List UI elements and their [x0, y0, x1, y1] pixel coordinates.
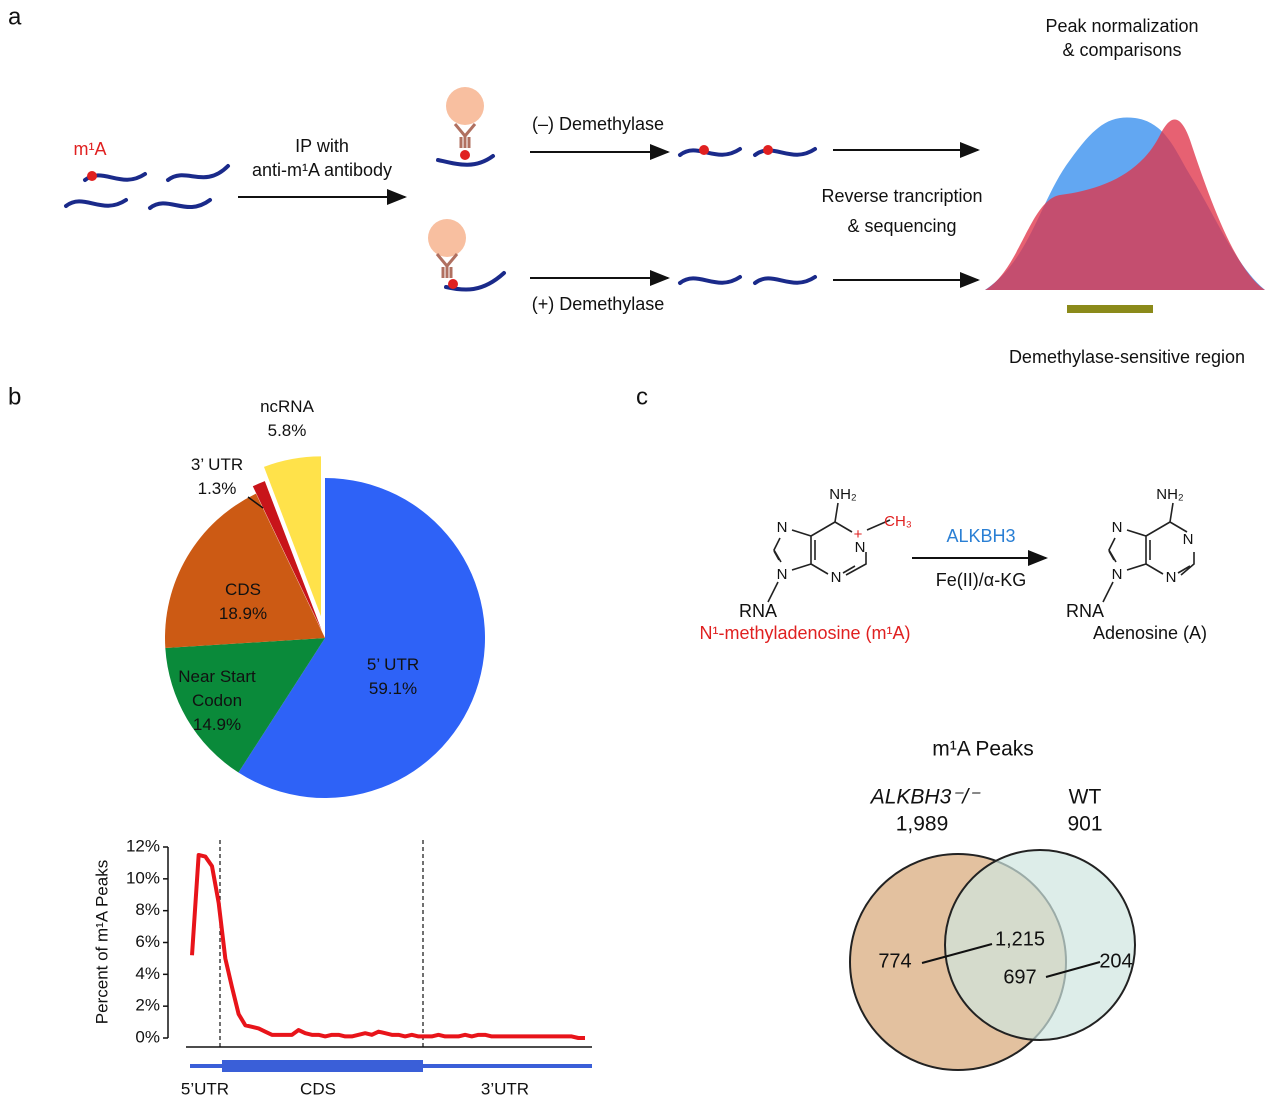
atom: NH₂	[829, 486, 857, 503]
pie-slice	[263, 456, 322, 617]
region-label: 3’UTR	[481, 1079, 529, 1098]
slice-name: 3’ UTR	[190, 455, 244, 474]
region-label: 5’UTR	[181, 1079, 229, 1098]
label: (–) Demethylase	[532, 114, 664, 134]
arrows	[238, 142, 980, 288]
y-tick-label: 0%	[135, 1027, 160, 1046]
atom: N	[1183, 531, 1194, 548]
atom: N	[855, 539, 866, 556]
venn-set	[944, 849, 1136, 1041]
pie-slice	[238, 478, 485, 798]
label: & sequencing	[847, 216, 956, 236]
label: IP with	[295, 136, 349, 156]
slice-value: 14.9%	[192, 715, 242, 734]
region-value: 774	[878, 950, 911, 972]
region-bar	[1067, 305, 1153, 313]
region-value: 697	[1003, 966, 1036, 988]
antibodies	[428, 87, 484, 278]
pie-slice	[164, 493, 325, 649]
y-tick-label: 10%	[126, 868, 160, 887]
atom: RNA	[1066, 601, 1104, 621]
y-tick-label: 12%	[126, 836, 160, 855]
slice-value: 18.9%	[218, 604, 268, 623]
leader-line	[1045, 961, 1101, 978]
cds-box	[222, 1060, 423, 1072]
y-tick-label: 8%	[135, 900, 160, 919]
slice-name: CDS	[225, 580, 261, 599]
atom: NH₂	[1156, 486, 1184, 503]
slice-label: ncRNA 5.8%	[232, 395, 342, 443]
region-value: 1,215	[995, 928, 1045, 950]
slice-value: 59.1%	[368, 679, 418, 698]
cofactor: Fe(II)/α-KG	[936, 570, 1026, 590]
y-axis-label: Percent of m¹A Peaks	[92, 860, 111, 1024]
leader-line	[921, 943, 993, 964]
set-total: 1,989	[896, 813, 949, 836]
label: Reverse trancription	[821, 186, 982, 206]
slice-name: Near Start Codon	[178, 667, 256, 710]
label: Peak normalization	[1045, 16, 1198, 36]
y-tick-label: 2%	[135, 996, 160, 1015]
slice-value: 1.3%	[197, 479, 237, 498]
atom: RNA	[739, 601, 777, 621]
atom: CH₃	[884, 513, 912, 530]
region-label: CDS	[300, 1079, 336, 1098]
slice-label: CDS 18.9%	[188, 578, 298, 626]
set-total: 901	[1067, 813, 1102, 836]
slice-label: 5’ UTR 59.1%	[338, 653, 448, 701]
leader-line	[247, 496, 264, 509]
panel-label: a	[8, 3, 22, 30]
label: m¹A	[74, 139, 107, 159]
pie-slice	[252, 481, 322, 631]
atom: N	[1112, 519, 1123, 536]
m1a-dots	[87, 145, 773, 289]
slice-label: Near Start Codon 14.9%	[162, 665, 272, 737]
pie-slice	[165, 638, 325, 773]
label: Demethylase-sensitive region	[1009, 347, 1245, 367]
venn-title: m¹A Peaks	[932, 738, 1034, 761]
y-tick-label: 6%	[135, 932, 160, 951]
label: (+) Demethylase	[532, 294, 665, 314]
label: anti-m¹A antibody	[252, 160, 392, 180]
atom: N	[777, 519, 788, 536]
atom: N	[1112, 566, 1123, 583]
line-series	[190, 852, 585, 1040]
substrate: N¹-methyladenosine (m¹A)	[699, 623, 910, 643]
enzyme: ALKBH3	[946, 526, 1015, 546]
slice-name: ncRNA	[260, 397, 314, 416]
peak-plus	[985, 119, 1265, 290]
label: & comparisons	[1062, 40, 1181, 60]
set-name: WT	[1069, 786, 1102, 809]
slice-name: 5’ UTR	[366, 655, 420, 674]
set-name: ALKBH3⁻/⁻	[869, 786, 981, 809]
panel-label: c	[636, 383, 648, 410]
y-tick-label: 4%	[135, 964, 160, 983]
atom: N	[1166, 569, 1177, 586]
product: Adenosine (A)	[1093, 623, 1207, 643]
atom: N	[777, 566, 788, 583]
atoms: NH₂ N + CH₃ N N N NH₂ N N N N	[777, 486, 1194, 586]
atom: +	[854, 526, 863, 543]
panel-label: b	[8, 383, 21, 410]
region-value: 204	[1099, 950, 1132, 972]
slice-value: 5.8%	[267, 421, 307, 440]
atom: N	[831, 569, 842, 586]
slice-label: 3’ UTR 1.3%	[162, 453, 272, 501]
structure-bonds	[767, 502, 1195, 603]
rna-strands	[64, 147, 817, 292]
